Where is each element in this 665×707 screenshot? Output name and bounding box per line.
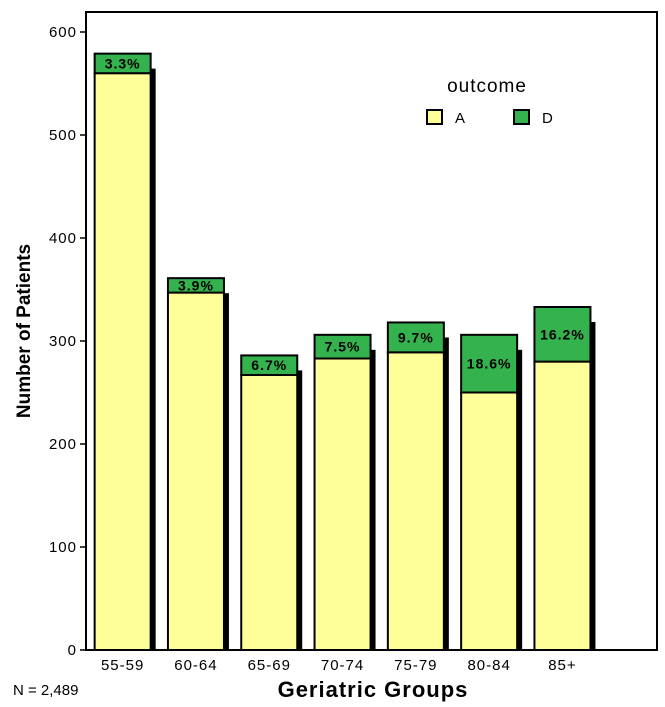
bar-segment-d-80-84: [460, 333, 519, 394]
y-tick-label: 100: [49, 539, 77, 556]
x-tick-label: 70-74: [321, 657, 364, 674]
x-tick-label: 55-59: [101, 657, 144, 674]
x-tick-label: 75-79: [394, 657, 437, 674]
bar-segment-d-55-59: [93, 52, 152, 75]
y-axis: 0 100 200 300 400 500 600: [49, 24, 86, 659]
y-tick-label: 500: [49, 127, 77, 144]
bars: 3.3% 3.9% 6.7% 7.5% 9.7% 18.6% 16.2%: [93, 52, 596, 651]
legend-title: outcome: [447, 76, 527, 97]
y-tick-label: 600: [49, 24, 77, 41]
bar-data-label: 6.7%: [251, 357, 287, 373]
bar-segment-a-65-69: [240, 373, 299, 651]
x-tick-label: 60-64: [174, 657, 217, 674]
bar-segment-d-65-69: [240, 354, 299, 376]
y-axis-title: Number of Patients: [14, 244, 35, 418]
y-tick-label: 200: [49, 436, 77, 453]
legend-swatch-d: [513, 109, 530, 125]
bar-segment-a-70-74: [313, 357, 372, 651]
footnote: N = 2,489: [13, 682, 78, 699]
legend-swatch-a: [426, 109, 443, 125]
y-tick-label: 0: [68, 642, 77, 659]
bar-data-label: 9.7%: [398, 329, 434, 345]
y-tick-label: 300: [49, 333, 77, 350]
bar-data-label: 16.2%: [540, 326, 585, 342]
x-axis: 55-59 60-64 65-69 70-74 75-79 80-84 85+: [101, 657, 576, 674]
bar-segment-d-70-74: [313, 333, 372, 360]
x-axis-title: Geriatric Groups: [278, 677, 469, 702]
bar-data-label: 18.6%: [467, 356, 512, 372]
bar-segment-d-85+: [533, 306, 592, 363]
x-tick-label: 65-69: [248, 657, 291, 674]
legend-label-d: D: [542, 110, 553, 127]
x-tick-label: 85+: [548, 657, 576, 674]
legend: outcome A D: [426, 76, 553, 127]
bar-segment-a-80-84: [460, 391, 519, 651]
bar-segment-a-60-64: [166, 291, 225, 651]
y-tick-label: 400: [49, 230, 77, 247]
bar-segment-a-75-79: [386, 351, 445, 651]
legend-label-a: A: [455, 110, 465, 127]
x-tick-label: 80-84: [467, 657, 510, 674]
bar-data-label: 3.9%: [178, 277, 214, 293]
bar-segment-d-75-79: [386, 321, 445, 354]
bar-segment-a-85+: [533, 360, 592, 651]
bar-data-label: 7.5%: [325, 339, 361, 355]
bar-segment-a-55-59: [93, 72, 152, 651]
bar-segment-d-60-64: [166, 277, 225, 294]
bar-data-label: 3.3%: [105, 55, 141, 71]
